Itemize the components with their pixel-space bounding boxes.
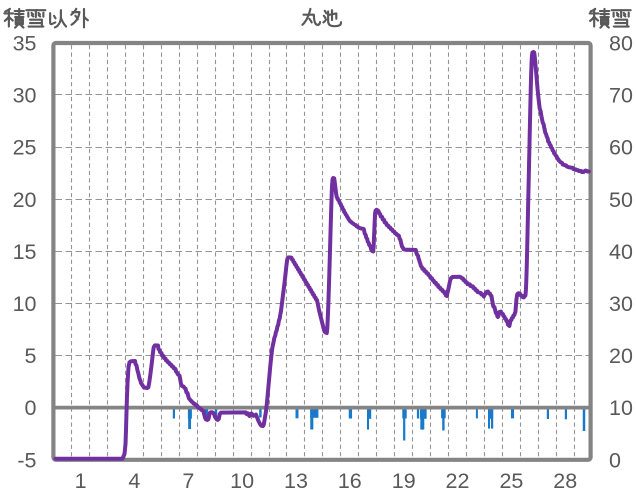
svg-text:30: 30: [609, 292, 633, 316]
svg-text:19: 19: [392, 469, 416, 493]
svg-text:50: 50: [609, 188, 633, 212]
svg-text:70: 70: [609, 84, 633, 108]
svg-text:22: 22: [446, 469, 470, 493]
svg-text:10: 10: [13, 292, 37, 316]
svg-text:60: 60: [609, 136, 633, 160]
svg-text:-5: -5: [17, 448, 36, 472]
svg-text:4: 4: [128, 469, 140, 493]
svg-text:10: 10: [230, 469, 254, 493]
svg-text:20: 20: [13, 188, 37, 212]
svg-text:7: 7: [182, 469, 194, 493]
svg-text:25: 25: [13, 136, 37, 160]
svg-text:1: 1: [75, 469, 87, 493]
svg-text:13: 13: [284, 469, 308, 493]
svg-text:35: 35: [13, 32, 37, 56]
svg-text:10: 10: [609, 396, 633, 420]
svg-text:80: 80: [609, 32, 633, 56]
svg-text:0: 0: [25, 396, 37, 420]
svg-text:15: 15: [13, 240, 37, 264]
svg-text:5: 5: [25, 344, 37, 368]
svg-text:0: 0: [609, 448, 621, 472]
svg-text:30: 30: [13, 84, 37, 108]
svg-text:20: 20: [609, 344, 633, 368]
svg-text:25: 25: [499, 469, 523, 493]
svg-text:16: 16: [338, 469, 362, 493]
svg-text:40: 40: [609, 240, 633, 264]
svg-text:28: 28: [553, 469, 577, 493]
